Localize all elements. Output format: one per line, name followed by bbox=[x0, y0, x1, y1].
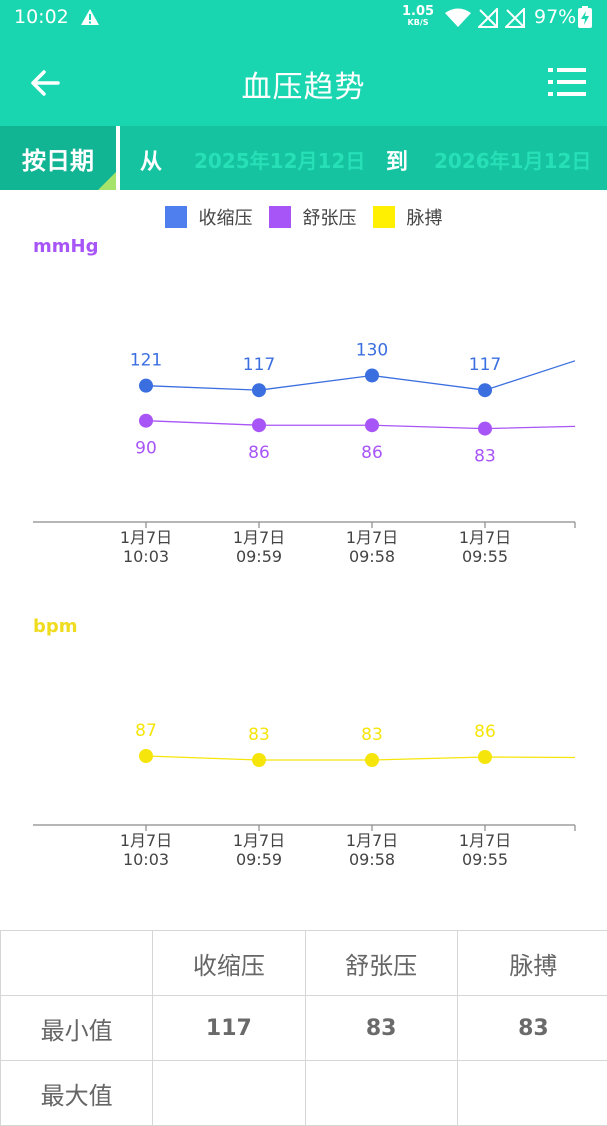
data-label: 117 bbox=[243, 355, 275, 375]
data-point[interactable] bbox=[139, 749, 153, 763]
data-point[interactable] bbox=[365, 418, 379, 432]
date-filter-bar: 按日期 从 2025年12月12日 到 2026年1月12日 bbox=[0, 126, 607, 190]
data-point[interactable] bbox=[252, 383, 266, 397]
legend-label: 收缩压 bbox=[199, 204, 253, 230]
stats-cell: 83 bbox=[305, 996, 457, 1061]
wifi-icon bbox=[444, 8, 472, 28]
status-time: 10:02 bbox=[14, 6, 69, 28]
stats-row-label: 最大值 bbox=[1, 1061, 153, 1126]
pulse-unit-label: bpm bbox=[33, 616, 78, 637]
x-tick-label: 1月7日 bbox=[346, 528, 398, 547]
data-point[interactable] bbox=[478, 422, 492, 436]
x-tick-label: 10:03 bbox=[123, 850, 169, 869]
stats-header-row: 收缩压 舒张压 脉搏 bbox=[1, 931, 607, 996]
end-date-field[interactable]: 2026年1月12日 bbox=[434, 145, 591, 174]
x-tick-label: 09:58 bbox=[349, 850, 395, 869]
network-speed: 1.05 KB/S bbox=[402, 5, 434, 27]
stats-table: 收缩压 舒张压 脉搏 最小值 117 83 83 最大值 bbox=[0, 930, 607, 1126]
stats-row-label: 最小值 bbox=[1, 996, 153, 1061]
start-date-field[interactable]: 2025年12月12日 bbox=[194, 145, 365, 174]
warning-icon bbox=[80, 8, 100, 26]
legend-item-systolic: 收缩压 bbox=[165, 204, 253, 230]
data-point[interactable] bbox=[139, 379, 153, 393]
bp-unit-label: mmHg bbox=[33, 236, 98, 257]
status-bar: 10:02 1.05 KB/S 97% bbox=[0, 0, 607, 36]
stats-cell: 117 bbox=[153, 996, 305, 1061]
data-label: 87 bbox=[135, 721, 157, 741]
series-line bbox=[146, 421, 575, 429]
data-label: 121 bbox=[130, 351, 162, 371]
data-label: 86 bbox=[474, 722, 496, 742]
stats-header-cell bbox=[1, 931, 153, 996]
x-tick-label: 1月7日 bbox=[120, 831, 172, 850]
page-title: 血压趋势 bbox=[0, 62, 607, 106]
stats-header-cell: 舒张压 bbox=[305, 931, 457, 996]
data-point[interactable] bbox=[252, 418, 266, 432]
data-label: 86 bbox=[248, 443, 270, 463]
x-tick-label: 09:59 bbox=[236, 850, 282, 869]
stats-cell bbox=[153, 1061, 305, 1126]
stats-cell: 83 bbox=[457, 996, 607, 1061]
legend-swatch bbox=[373, 206, 395, 228]
data-point[interactable] bbox=[252, 753, 266, 767]
x-tick-label: 09:59 bbox=[236, 547, 282, 566]
x-tick-label: 09:55 bbox=[462, 850, 508, 869]
stats-header-cell: 收缩压 bbox=[153, 931, 305, 996]
data-point[interactable] bbox=[365, 369, 379, 383]
data-label: 117 bbox=[469, 355, 501, 375]
legend-swatch bbox=[269, 206, 291, 228]
legend-item-pulse: 脉搏 bbox=[373, 204, 443, 230]
stats-row-max: 最大值 bbox=[1, 1061, 607, 1126]
x-tick-label: 10:03 bbox=[123, 547, 169, 566]
data-label: 83 bbox=[474, 447, 496, 467]
battery-level: 97% bbox=[534, 6, 576, 28]
filter-mode-label: 按日期 bbox=[22, 141, 94, 176]
series-line bbox=[146, 361, 575, 390]
x-tick-label: 1月7日 bbox=[233, 528, 285, 547]
signal-off-icon bbox=[505, 8, 525, 28]
data-label: 90 bbox=[135, 439, 157, 459]
chart-legend: 收缩压 舒张压 脉搏 bbox=[0, 202, 607, 232]
x-tick-label: 1月7日 bbox=[120, 528, 172, 547]
data-point[interactable] bbox=[478, 383, 492, 397]
data-point[interactable] bbox=[365, 753, 379, 767]
series-line bbox=[146, 756, 575, 760]
x-tick-label: 1月7日 bbox=[459, 831, 511, 850]
stats-cell bbox=[305, 1061, 457, 1126]
data-point[interactable] bbox=[139, 414, 153, 428]
data-label: 86 bbox=[361, 443, 383, 463]
x-tick-label: 1月7日 bbox=[459, 528, 511, 547]
stats-row-min: 最小值 117 83 83 bbox=[1, 996, 607, 1061]
list-menu-icon[interactable] bbox=[546, 64, 588, 100]
filter-divider bbox=[116, 126, 120, 190]
stats-header-cell: 脉搏 bbox=[457, 931, 607, 996]
to-label: 到 bbox=[386, 144, 408, 176]
legend-swatch bbox=[165, 206, 187, 228]
legend-item-diastolic: 舒张压 bbox=[269, 204, 357, 230]
legend-label: 脉搏 bbox=[407, 204, 443, 230]
legend-label: 舒张压 bbox=[303, 204, 357, 230]
data-label: 83 bbox=[361, 725, 383, 745]
x-tick-label: 1月7日 bbox=[233, 831, 285, 850]
signal-off-icon bbox=[478, 8, 498, 28]
x-tick-label: 09:58 bbox=[349, 547, 395, 566]
stats-cell bbox=[457, 1061, 607, 1126]
app-bar: 血压趋势 bbox=[0, 36, 607, 126]
x-tick-label: 1月7日 bbox=[346, 831, 398, 850]
dropdown-corner-icon bbox=[98, 172, 116, 190]
data-point[interactable] bbox=[478, 750, 492, 764]
data-label: 83 bbox=[248, 725, 270, 745]
battery-charging-icon bbox=[578, 6, 592, 28]
from-label: 从 bbox=[140, 144, 162, 176]
data-label: 130 bbox=[356, 341, 388, 361]
x-tick-label: 09:55 bbox=[462, 547, 508, 566]
